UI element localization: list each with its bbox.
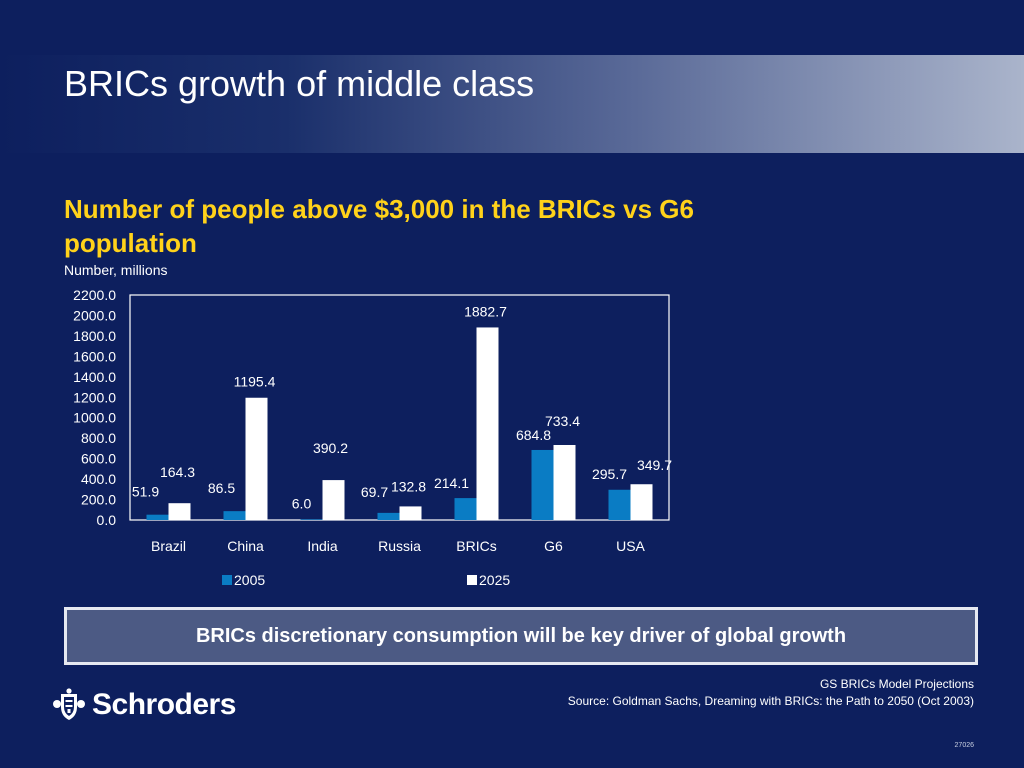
y-tick-label: 1200.0 bbox=[73, 389, 116, 405]
chart-title: Number of people above $3,000 in the BRI… bbox=[64, 194, 694, 258]
y-tick-label: 600.0 bbox=[81, 451, 116, 467]
callout-box: BRICs discretionary consumption will be … bbox=[64, 607, 978, 665]
data-label-2025: 132.8 bbox=[391, 478, 426, 494]
bar-2005 bbox=[300, 519, 323, 520]
data-label-2005: 295.7 bbox=[592, 466, 627, 482]
data-label-2005: 51.9 bbox=[132, 484, 159, 500]
legend-label-2005: 2005 bbox=[234, 572, 265, 588]
x-tick-label: India bbox=[307, 538, 338, 554]
y-tick-label: 1800.0 bbox=[73, 328, 116, 344]
source-line-citation: Source: Goldman Sachs, Dreaming with BRI… bbox=[567, 694, 974, 708]
data-label-2025: 1195.4 bbox=[234, 374, 276, 390]
schroders-logo: Schroders bbox=[52, 688, 236, 722]
y-axis-unit-label: Number, millions bbox=[64, 262, 168, 278]
bar-2005 bbox=[531, 449, 554, 520]
bar-2025 bbox=[168, 503, 191, 520]
y-tick-label: 0.0 bbox=[97, 512, 117, 528]
source-note: GS BRICs Model Projections Source: Goldm… bbox=[568, 676, 974, 710]
bar-2025 bbox=[322, 480, 345, 520]
source-line-model: GS BRICs Model Projections bbox=[819, 677, 974, 691]
bar-2005 bbox=[608, 489, 631, 520]
y-tick-label: 2000.0 bbox=[73, 307, 116, 323]
data-label-2025: 733.4 bbox=[545, 413, 580, 429]
bar-2005 bbox=[454, 498, 477, 520]
bar-2025 bbox=[476, 327, 499, 520]
title-band bbox=[0, 55, 1024, 153]
data-label-2025: 164.3 bbox=[160, 464, 195, 480]
data-label-2025: 349.7 bbox=[637, 457, 672, 473]
bar-2005 bbox=[377, 512, 400, 520]
x-tick-label: G6 bbox=[544, 538, 563, 554]
x-tick-label: BRICs bbox=[456, 538, 496, 554]
bar-2025 bbox=[245, 397, 268, 520]
y-tick-label: 1000.0 bbox=[73, 410, 116, 426]
callout-text: BRICs discretionary consumption will be … bbox=[195, 624, 847, 647]
logo-wordmark: Schroders bbox=[92, 688, 236, 721]
crest-icon bbox=[53, 688, 85, 720]
x-tick-label: USA bbox=[616, 538, 645, 554]
x-tick-label: Brazil bbox=[151, 538, 186, 554]
data-label-2025: 1882.7 bbox=[464, 303, 507, 319]
y-tick-label: 2200.0 bbox=[73, 287, 116, 303]
x-tick-label: Russia bbox=[378, 538, 421, 554]
bar-2025 bbox=[553, 444, 576, 520]
slide-number: 27026 bbox=[954, 742, 974, 749]
bar-2025 bbox=[399, 506, 422, 520]
legend-swatch-2005 bbox=[222, 575, 232, 585]
y-tick-label: 200.0 bbox=[81, 492, 116, 508]
page-title: BRICs growth of middle class bbox=[64, 63, 535, 104]
bar-2025 bbox=[630, 484, 653, 520]
y-tick-label: 800.0 bbox=[81, 430, 116, 446]
data-label-2005: 684.8 bbox=[516, 427, 551, 443]
y-tick-label: 1600.0 bbox=[73, 348, 116, 364]
bar-chart: 0.0 200.0 400.0 600.0 800.0 1000.0 1200.0 1400.… bbox=[73, 287, 672, 588]
x-tick-label: China bbox=[227, 538, 264, 554]
bar-2005 bbox=[223, 511, 246, 520]
data-label-2005: 214.1 bbox=[434, 475, 469, 491]
y-tick-label: 400.0 bbox=[81, 471, 116, 487]
legend-label-2025: 2025 bbox=[479, 572, 510, 588]
y-tick-label: 1400.0 bbox=[73, 369, 116, 385]
data-label-2005: 86.5 bbox=[208, 480, 235, 496]
data-label-2005: 69.7 bbox=[361, 484, 388, 500]
bar-2005 bbox=[146, 514, 169, 520]
data-label-2025: 390.2 bbox=[313, 440, 348, 456]
data-label-2005: 6.0 bbox=[292, 495, 312, 511]
legend-swatch-2025 bbox=[467, 575, 477, 585]
